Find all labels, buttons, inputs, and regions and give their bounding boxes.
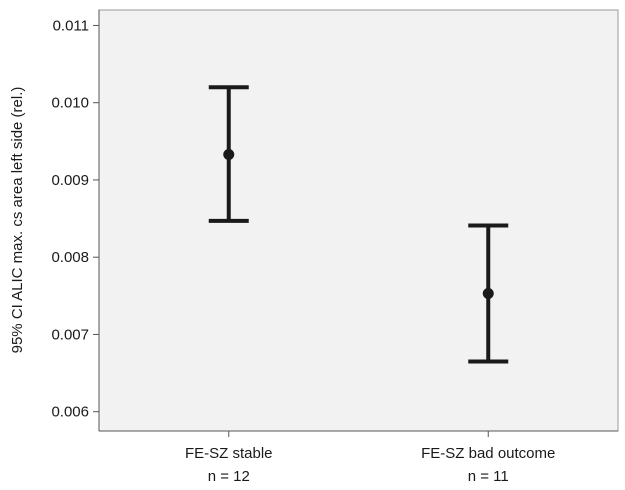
plot-area [98,9,619,432]
y-tick-label: 0.010 [51,95,89,112]
x-tick-label: FE-SZ stable [185,445,273,462]
x-tick-n-label: n = 11 [468,468,509,485]
y-tick-label: 0.008 [51,249,89,266]
y-axis-label: 95% CI ALIC max. cs area left side (rel.… [9,87,26,354]
x-tick-label: FE-SZ bad outcome [421,445,555,462]
error-bars [208,85,509,364]
mean-point [223,148,235,160]
y-tick-label: 0.011 [53,17,89,34]
y-tick-label: 0.007 [51,326,89,343]
y-tick-label: 0.009 [51,172,89,189]
x-tick-n-label: n = 12 [208,468,250,485]
y-axis: 0.006 0.007 0.008 0.009 0.010 0.011 [51,10,100,431]
y-tick-label: 0.006 [51,404,89,421]
mean-point [482,287,494,299]
x-axis: FE-SZ stable n = 12 FE-SZ bad outcome n = 1… [99,430,618,485]
